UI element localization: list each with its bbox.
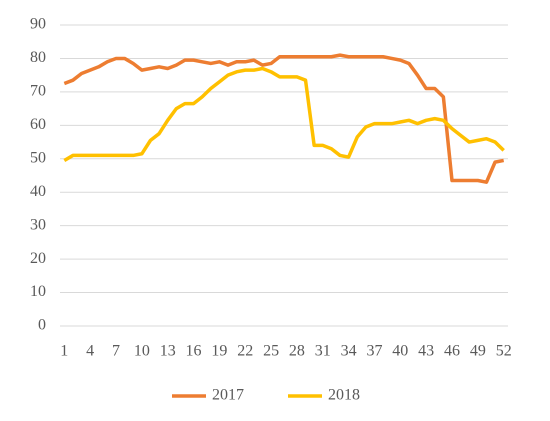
legend-label: 2017 bbox=[212, 387, 244, 404]
x-tick-label: 28 bbox=[289, 343, 305, 360]
y-tick-label: 40 bbox=[30, 183, 46, 200]
y-tick-label: 30 bbox=[30, 216, 46, 233]
x-tick-label: 10 bbox=[134, 343, 150, 360]
y-tick-label: 70 bbox=[30, 83, 46, 100]
y-tick-label: 10 bbox=[30, 283, 46, 300]
y-tick-label: 80 bbox=[30, 49, 46, 66]
x-tick-label: 49 bbox=[470, 343, 486, 360]
x-tick-label: 34 bbox=[341, 343, 357, 360]
x-tick-label: 31 bbox=[315, 343, 331, 360]
y-tick-label: 50 bbox=[30, 149, 46, 166]
x-tick-label: 13 bbox=[160, 343, 176, 360]
x-tick-label: 40 bbox=[392, 343, 408, 360]
x-tick-label: 19 bbox=[211, 343, 227, 360]
x-tick-label: 4 bbox=[86, 343, 94, 360]
series-line bbox=[63, 53, 505, 184]
legend-label: 2018 bbox=[328, 387, 360, 404]
x-tick-label: 22 bbox=[237, 343, 253, 360]
x-tick-label: 52 bbox=[496, 343, 512, 360]
x-tick-label: 37 bbox=[366, 343, 382, 360]
y-tick-label: 60 bbox=[30, 116, 46, 133]
y-tick-label: 0 bbox=[38, 317, 46, 334]
y-tick-label: 20 bbox=[30, 250, 46, 267]
x-tick-label: 16 bbox=[186, 343, 202, 360]
x-tick-label: 43 bbox=[418, 343, 434, 360]
series-line bbox=[63, 66, 505, 162]
x-tick-label: 46 bbox=[444, 343, 460, 360]
x-tick-label: 7 bbox=[112, 343, 120, 360]
x-tick-label: 1 bbox=[60, 343, 68, 360]
y-tick-label: 90 bbox=[30, 16, 46, 33]
x-tick-label: 25 bbox=[263, 343, 279, 360]
